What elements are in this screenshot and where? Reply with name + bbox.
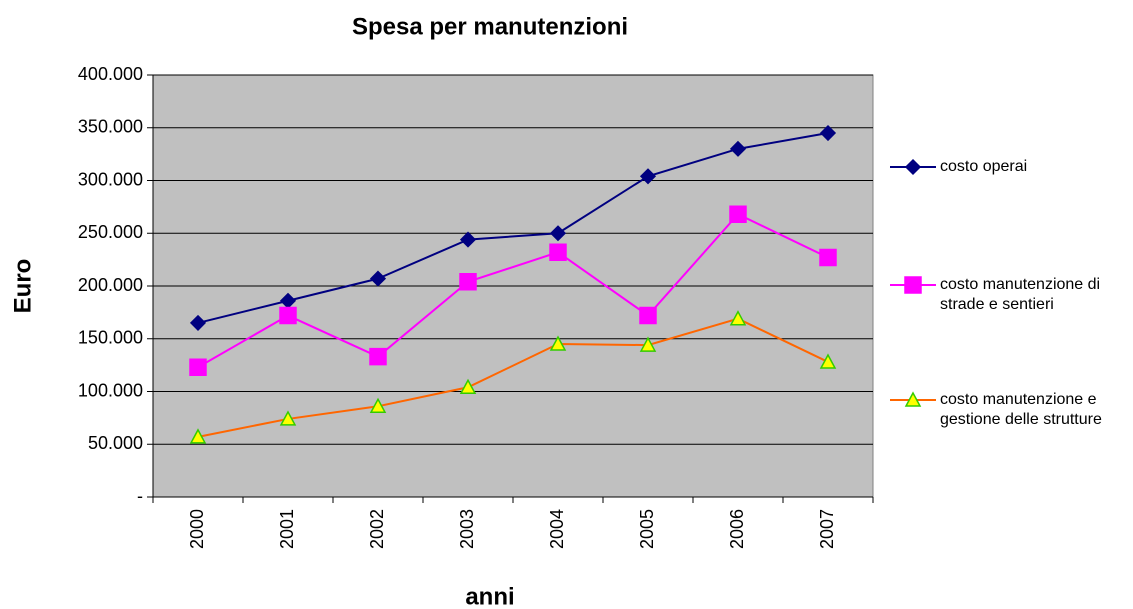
chart-title: Spesa per manutenzioni (352, 13, 628, 40)
marker (904, 158, 922, 176)
x-tick-label: 2006 (727, 509, 747, 549)
y-axis-label: Euro (9, 259, 36, 314)
marker (639, 306, 657, 325)
marker (549, 225, 567, 242)
marker (549, 243, 567, 261)
y-tick-label: - (137, 486, 143, 506)
y-tick-label: 350.000 (78, 117, 143, 137)
line (197, 317, 829, 438)
y-tick-label: 300.000 (78, 169, 143, 189)
x-axis-label: anni (465, 583, 514, 609)
marker (819, 353, 837, 369)
marker (729, 140, 747, 157)
line (197, 132, 829, 324)
marker (189, 314, 207, 331)
y-tick-label: 200.000 (78, 275, 143, 295)
marker (459, 231, 477, 248)
legend-label: costo manutenzione e gestione delle stru… (940, 391, 1102, 428)
marker (279, 410, 297, 426)
marker (369, 347, 387, 366)
marker (729, 205, 747, 224)
x-tick-label: 2002 (367, 509, 387, 549)
marker (369, 270, 387, 287)
marker (819, 248, 837, 267)
legend-label: costo operai (940, 158, 1028, 175)
y-tick-label: 50.000 (88, 433, 143, 453)
y-tick-label: 150.000 (78, 328, 143, 348)
x-tick-label: 2007 (817, 509, 837, 549)
x-tick-label: 2003 (457, 509, 477, 549)
marker (279, 306, 297, 325)
marker (639, 336, 657, 352)
marker (369, 397, 387, 414)
x-tick-label: 2004 (547, 509, 567, 549)
marker (459, 273, 477, 291)
marker (819, 124, 837, 142)
line (197, 213, 829, 369)
y-tick-label: 250.000 (78, 222, 143, 242)
legend-label: costo manutenzione di strade e sentieri (940, 276, 1101, 313)
x-tick-label: 2001 (277, 509, 297, 549)
marker (549, 335, 567, 351)
marker (729, 310, 747, 326)
marker (189, 358, 207, 376)
marker (904, 391, 922, 407)
x-tick-label: 2000 (187, 509, 207, 549)
marker (904, 276, 922, 294)
y-tick-label: 400.000 (78, 64, 143, 84)
y-tick-label: 100.000 (78, 380, 143, 400)
marker (189, 428, 207, 444)
marker (639, 168, 657, 185)
marker (459, 378, 477, 395)
x-tick-label: 2005 (637, 509, 657, 549)
